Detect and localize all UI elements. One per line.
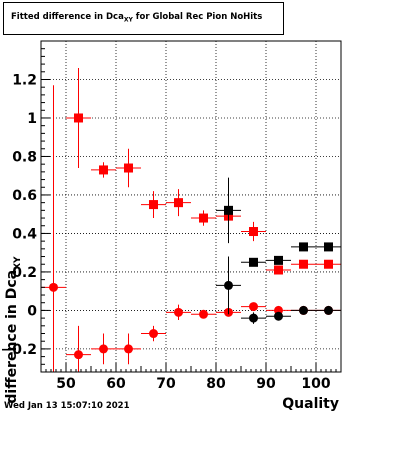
series-square-black [216,177,341,267]
data-points [41,67,341,372]
data-point-square [274,255,283,265]
chart-title-box: Fitted difference in DcaXY for Global Re… [3,2,284,35]
data-point-circle [124,344,133,354]
data-point-square [299,259,308,269]
data-point-circle [224,280,233,290]
series-circle-black [216,256,341,324]
data-point-circle [274,311,283,321]
chart-title: Fitted difference in DcaXY for Global Re… [11,12,263,24]
y-tick-label: 0.8 [12,149,37,165]
tick-labels: 50 60 70 80 90 100 −0.2 0 0.2 0.4 0.6 0.8 1 1.2 [0,72,330,392]
x-tick-label: 50 [56,376,76,392]
y-tick-label: −0.2 [0,342,37,358]
chart: 50 60 70 80 90 100 −0.2 0 0.2 0.4 0.6 0.8 1 1.2 [0,40,342,392]
y-axis-label: difference in DcaXY [4,256,23,404]
data-point-square [99,165,108,175]
x-axis-label: Quality [282,396,339,412]
data-point-square [274,265,283,275]
data-point-square [324,259,333,269]
plot-frame [40,40,342,373]
data-point-square [224,205,233,215]
x-tick-label: 80 [206,376,226,392]
data-point-circle [249,302,258,312]
data-point-circle [49,282,58,292]
data-point-square [174,198,183,208]
y-tick-label: 0 [27,303,37,319]
data-point-circle [249,313,258,323]
x-tick-label: 60 [106,376,126,392]
y-tick-label: 0.2 [12,265,37,281]
y-tick-label: 0.6 [12,188,37,204]
data-point-circle [324,305,333,315]
data-point-square [324,242,333,252]
y-tick-label: 1.2 [12,72,37,88]
y-tick-label: 1 [27,111,37,127]
y-tick-label: 0.4 [12,226,37,242]
data-point-circle [99,344,108,354]
timestamp: Wed Jan 13 15:07:10 2021 [4,401,130,411]
axis-ticks [40,40,342,373]
data-point-square [249,227,258,237]
x-tick-label: 70 [156,376,176,392]
data-point-circle [174,307,183,317]
data-point-square [149,200,158,210]
data-point-square [74,113,83,123]
data-point-circle [199,309,208,319]
series-circle-red [41,85,341,372]
data-point-square [199,213,208,223]
data-point-circle [299,305,308,315]
grid [41,41,341,372]
x-tick-label: 100 [301,376,330,392]
data-point-square [299,242,308,252]
data-point-circle [74,350,83,360]
data-point-square [249,257,258,267]
x-tick-label: 90 [256,376,276,392]
data-point-square [124,163,133,173]
data-point-circle [149,329,158,339]
